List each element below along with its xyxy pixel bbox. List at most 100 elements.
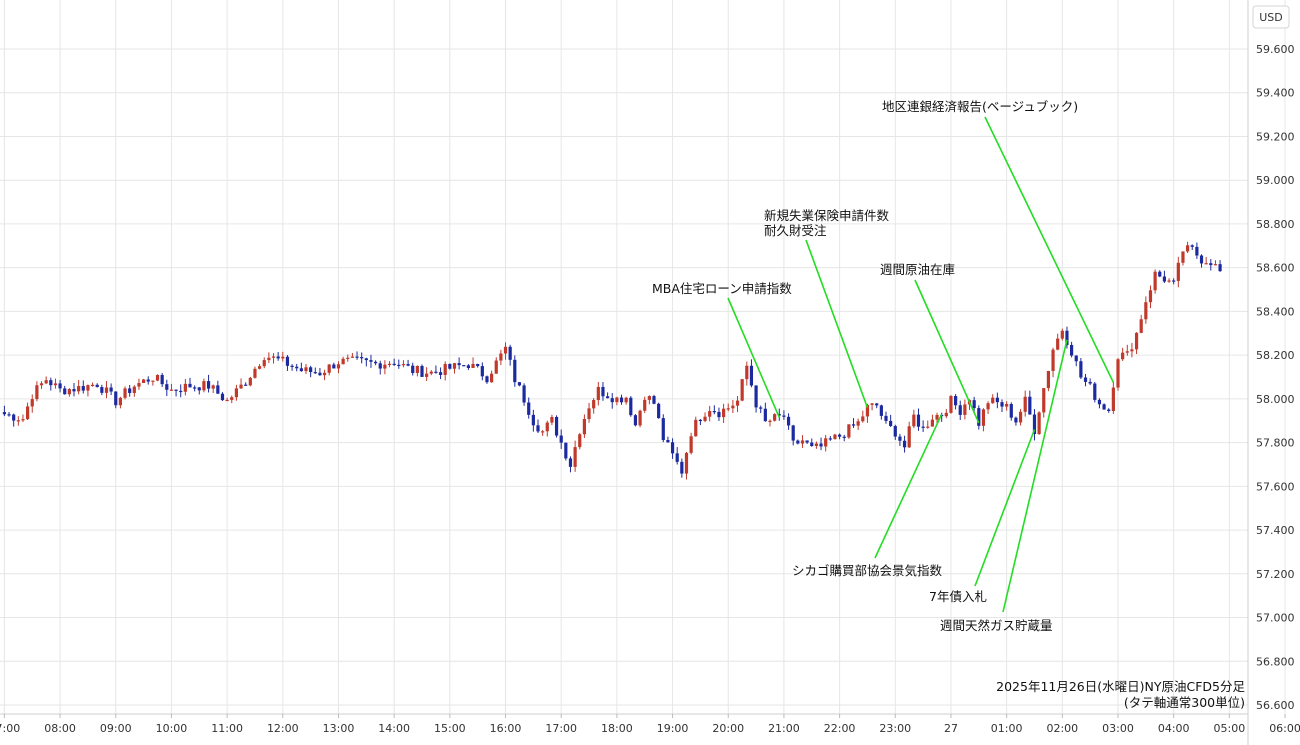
candle-body: [578, 434, 582, 448]
y-tick-label: 59.000: [1256, 174, 1295, 187]
candle-body: [336, 364, 341, 369]
candle-body: [1139, 319, 1143, 333]
annotation-label: シカゴ購買部協会景気指数: [792, 563, 943, 578]
candle-body: [977, 408, 981, 426]
candle-body: [717, 411, 721, 418]
candle-body: [773, 414, 777, 421]
candle-body: [1111, 387, 1115, 412]
candle-body: [109, 387, 113, 392]
candle-body: [629, 397, 633, 416]
candle-body: [211, 385, 215, 389]
candle-body: [72, 389, 76, 392]
candle-body: [740, 379, 744, 401]
annotation-label: 週間天然ガス貯蔵量: [940, 618, 1053, 633]
candle-body: [239, 384, 243, 389]
candle-body: [559, 435, 563, 443]
candle-body: [2, 412, 6, 415]
candle-body: [462, 365, 466, 367]
candle-body: [202, 381, 206, 391]
x-tick-label: 15:00: [434, 722, 466, 735]
candle-body: [513, 359, 517, 383]
candle-body: [726, 408, 730, 410]
candle-body: [619, 397, 624, 403]
annotation-leader-line: [805, 239, 869, 408]
candle-body: [1144, 302, 1148, 320]
candle-body: [698, 419, 702, 422]
candle-body: [1037, 412, 1041, 435]
candle-body: [568, 458, 573, 467]
candle-body: [81, 386, 85, 391]
candle-body: [1018, 411, 1023, 423]
candle-body: [160, 374, 164, 385]
candle-body: [893, 425, 897, 437]
candle-body: [318, 372, 322, 376]
candle-body: [1204, 263, 1208, 265]
y-tick-label: 59.200: [1256, 130, 1295, 143]
candle-body: [220, 393, 225, 401]
grid: [0, 0, 1286, 714]
x-tick-label: 19:00: [657, 722, 689, 735]
candle-body: [16, 420, 20, 422]
candle-body: [322, 372, 327, 376]
candle-body: [1028, 396, 1032, 415]
candle-body: [745, 365, 749, 380]
candle-body: [114, 391, 118, 406]
candle-body: [652, 396, 656, 404]
candle-body: [694, 419, 698, 437]
candle-body: [174, 389, 178, 391]
currency-badge: USD: [1252, 5, 1290, 29]
candle-body: [1148, 290, 1153, 303]
candle-body: [466, 365, 470, 368]
x-tick-label: 01:00: [991, 722, 1023, 735]
candle-body: [1046, 370, 1050, 389]
candle-body: [142, 379, 146, 384]
candle-body: [327, 364, 331, 373]
candle-body: [350, 356, 354, 358]
candle-body: [1162, 276, 1166, 282]
candle-body: [1009, 404, 1013, 418]
candle-body: [861, 416, 865, 422]
candle-body: [281, 356, 285, 359]
chart-caption-line1: 2025年11月26日(水曜日)NY原油CFD5分足: [996, 679, 1245, 694]
candle-body: [851, 424, 856, 426]
candle-body: [1014, 417, 1018, 423]
y-tick-label: 57.000: [1256, 612, 1295, 625]
candle-body: [457, 363, 461, 366]
candle-body: [392, 363, 396, 365]
x-tick-label: 10:00: [156, 722, 188, 735]
candle-body: [429, 371, 433, 374]
candle-body: [986, 403, 990, 410]
x-tick-label: 07:00: [0, 722, 20, 735]
y-tick-label: 56.800: [1256, 655, 1295, 668]
candle-body: [197, 387, 201, 391]
candle-body: [963, 404, 967, 415]
candle-body: [44, 380, 48, 384]
candle-body: [522, 385, 526, 403]
candle-body: [1093, 383, 1097, 400]
annotation-label: MBA住宅ローン申請指数: [652, 281, 792, 296]
candle-body: [814, 443, 818, 447]
candle-body: [30, 399, 34, 407]
candle-body: [1199, 255, 1204, 264]
annotation-label: 週間原油在庫: [880, 262, 955, 277]
candle-body: [434, 371, 438, 373]
candle-body: [1023, 396, 1027, 412]
candle-body: [722, 408, 726, 418]
candle-body: [819, 443, 823, 447]
candle-body: [183, 383, 187, 392]
candle-body: [661, 418, 665, 441]
candle-body: [1116, 359, 1120, 388]
candle-body: [443, 363, 447, 375]
candle-body: [21, 419, 25, 421]
candle-body: [833, 434, 837, 439]
x-tick-label: 14:00: [378, 722, 410, 735]
x-tick-label: 21:00: [768, 722, 800, 735]
candle-body: [768, 420, 772, 422]
annotation-label-line2: 耐久財受注: [764, 223, 827, 238]
candle-body: [299, 368, 303, 372]
candle-body: [587, 408, 591, 420]
candles: [2, 241, 1222, 480]
candle-body: [842, 436, 846, 438]
candle-body: [870, 403, 874, 405]
annotation-leader-line: [914, 279, 980, 424]
